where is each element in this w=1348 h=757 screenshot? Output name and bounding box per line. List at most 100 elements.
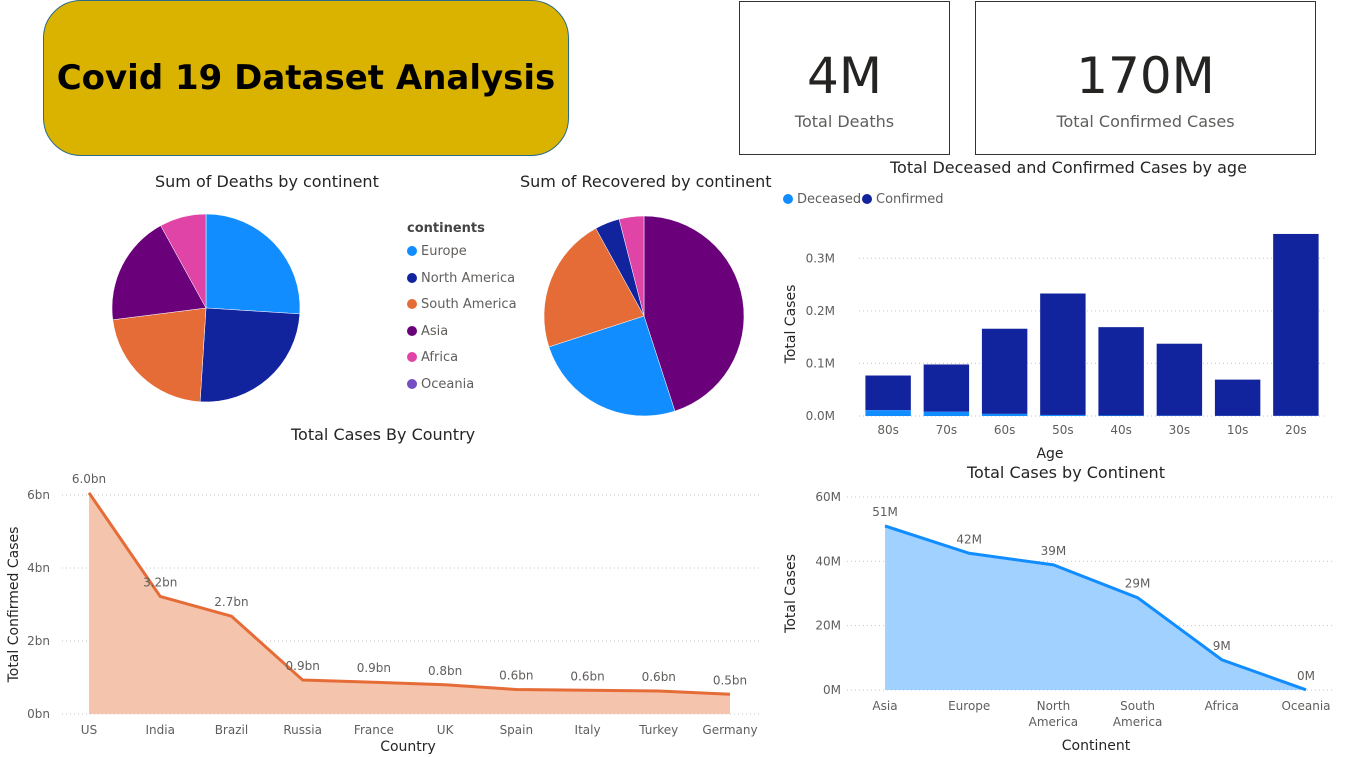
y-tick-label: 0M [823,683,841,697]
data-label: 0.9bn [357,661,391,675]
data-label: 0.9bn [286,659,320,673]
bar-confirmed-70s[interactable] [923,364,970,412]
x-tick-label: 80s [877,423,899,437]
continents-legend-title: continents [407,221,485,236]
legend-deceased[interactable]: Deceased [783,192,861,207]
legend-label: Africa [421,350,459,366]
x-tick-label: India [145,723,174,737]
bar-confirmed-20s[interactable] [1273,233,1319,416]
total-confirmed-card[interactable]: 170M Total Confirmed Cases [975,1,1316,155]
total-deaths-value: 4M [807,47,882,105]
total-confirmed-value: 170M [1076,47,1215,105]
legend-confirmed-label: Confirmed [876,192,944,207]
y-tick-label: 4bn [27,561,50,575]
pie-slice-europe[interactable] [548,315,676,417]
legend-confirmed[interactable]: Confirmed [862,192,944,207]
age-bar-chart[interactable]: 0.0M 0.1M 0.2M 0.3M 80s 70s 60s 50s 40s 30s 10s 20s… [775,212,1345,462]
bar-confirmed-60s[interactable] [981,328,1028,414]
pie-slice-europe[interactable] [205,213,301,315]
deaths-pie-chart[interactable] [110,212,302,404]
bar-deceased-80s[interactable] [865,410,911,416]
x-tick-label: 70s [936,423,958,437]
data-label: 9M [1213,639,1231,653]
x-tick-label: Europe [948,699,990,713]
data-label: 0M [1297,669,1315,683]
confirmed-legend-dot [862,194,872,204]
y-tick-label: 0.3M [806,251,835,265]
data-label: 2.7bn [214,595,248,609]
legend-dot [407,246,417,256]
bar-deceased-50s[interactable] [1040,414,1086,416]
legend-item-asia[interactable]: Asia [407,324,448,339]
y-tick-label: 60M [815,490,841,504]
area-line[interactable] [87,491,731,696]
x-tick-label: America [1113,715,1163,729]
x-tick-label: America [1029,715,1079,729]
bar-deceased-60s[interactable] [981,413,1028,416]
y-tick-label: 20M [815,619,841,633]
pie-slice-africa[interactable] [618,215,645,317]
data-label: 0.6bn [642,670,676,684]
x-tick-label: 40s [1110,423,1132,437]
pie-slice-asia[interactable] [643,215,745,412]
recovered-pie-title: Sum of Recovered by continent [520,172,772,191]
data-label: 51M [872,505,898,519]
x-axis-title: Continent [1062,738,1131,754]
x-tick-label: Turkey [638,723,678,737]
legend-item-north-america[interactable]: North America [407,271,515,286]
data-label: 6.0bn [72,472,106,486]
legend-label: South America [421,297,517,313]
total-confirmed-label: Total Confirmed Cases [1056,112,1235,131]
pie-slice-south-america[interactable] [543,228,645,348]
bar-confirmed-80s[interactable] [865,375,911,411]
dashboard-title: Covid 19 Dataset Analysis [56,58,556,98]
legend-item-europe[interactable]: Europe [407,244,467,259]
recovered-pie-chart[interactable] [542,214,746,418]
bar-deceased-40s[interactable] [1098,415,1144,416]
total-deaths-card[interactable]: 4M Total Deaths [739,1,950,155]
legend-dot [407,325,417,336]
country-area-title: Total Cases By Country [291,425,476,444]
y-axis-title: Total Confirmed Cases [6,527,22,684]
deaths-pie-title: Sum of Deaths by continent [155,172,379,191]
x-tick-label: South [1120,699,1155,713]
deceased-legend-dot [783,194,793,204]
pie-slice-asia[interactable] [111,225,207,321]
x-tick-label: 10s [1227,423,1249,437]
x-tick-label: Asia [872,699,897,713]
x-tick-label: 30s [1169,423,1191,437]
area-fill [885,525,1306,690]
legend-item-africa[interactable]: Africa [407,350,458,365]
total-deaths-label: Total Deaths [794,112,895,131]
x-tick-label: Brazil [215,723,249,737]
bar-deceased-70s[interactable] [923,411,970,416]
legend-label: Asia [421,323,449,339]
pie-slice-south-america[interactable] [112,307,207,403]
pie-slice-north-america[interactable] [199,307,301,403]
y-tick-label: 6bn [27,488,50,502]
x-tick-label: Germany [702,723,757,737]
legend-dot [407,352,417,363]
data-label: 0.8bn [428,664,462,678]
legend-dot [407,299,417,310]
y-tick-label: 0bn [27,707,50,721]
x-tick-label: Russia [283,723,322,737]
country-area-chart[interactable]: 0bn 2bn 4bn 6bn 6.0bn 3.2bn 2.7bn 0.9bn 0.9bn 0.8… [0,460,770,757]
x-tick-label: Africa [1205,699,1239,713]
bar-confirmed-10s[interactable] [1214,379,1261,416]
x-axis-title: Age [1036,446,1063,462]
legend-item-south-america[interactable]: South America [407,297,517,312]
area-line[interactable] [884,524,1307,692]
x-axis-title: Country [380,739,436,755]
bar-confirmed-30s[interactable] [1156,343,1203,416]
y-tick-label: 0.0M [806,409,835,423]
bar-confirmed-50s[interactable] [1040,293,1086,415]
pie-slice-africa[interactable] [160,213,207,309]
legend-label: Oceania [421,377,475,392]
continent-area-chart[interactable]: 0M 20M 40M 60M 51M 42M 39M 29M 9M 0M Asia Europe Nor… [775,485,1345,757]
legend-deceased-label: Deceased [797,192,862,207]
legend-item-oceania[interactable]: Oceania [407,377,474,392]
y-tick-label: 2bn [27,634,50,648]
data-label: 29M [1125,577,1151,591]
bar-confirmed-40s[interactable] [1098,327,1144,416]
